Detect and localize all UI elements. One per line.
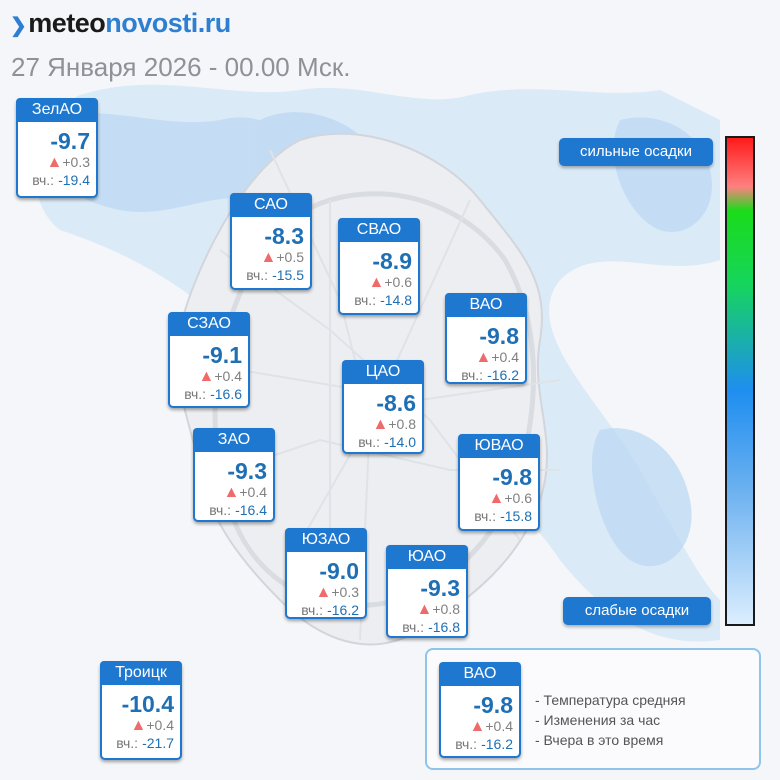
legend-line-temp: - Температура средняя <box>535 692 686 708</box>
forecast-datetime: 27 Января 2026 - 00.00 Мск. <box>11 52 351 82</box>
district-card-svao: СВАО -8.9 ▲+0.6 вч.: -14.8 <box>338 218 420 315</box>
chevron-right-icon: ❯ <box>10 15 27 37</box>
scale-bottom-label: слабые осадки <box>563 597 711 625</box>
district-name: ЗАО <box>193 428 275 452</box>
district-name: СЗАО <box>168 312 250 336</box>
district-change: ▲+0.6 <box>368 274 412 291</box>
triangle-up-icon: ▲ <box>416 601 433 618</box>
district-name: ЮАО <box>386 545 468 569</box>
district-yesterday: вч.: -16.4 <box>209 502 267 518</box>
district-temp: -9.8 <box>479 323 519 349</box>
district-card-zao: ЗАО -9.3 ▲+0.4 вч.: -16.4 <box>193 428 275 522</box>
triangle-up-icon: ▲ <box>475 349 492 366</box>
triangle-up-icon: ▲ <box>469 718 486 735</box>
district-card-cao: ЦАО -8.6 ▲+0.8 вч.: -14.0 <box>342 360 424 454</box>
precipitation-scale-bar <box>725 136 755 626</box>
district-change: ▲+0.4 <box>475 349 519 366</box>
district-temp: -9.3 <box>420 575 460 601</box>
legend-lines: - Температура средняя - Изменения за час… <box>535 690 686 750</box>
district-name: ЮВАО <box>458 434 540 458</box>
legend-sample-card: ВАО -9.8 ▲+0.4 вч.: -16.2 <box>439 662 521 758</box>
district-name: Троицк <box>100 661 182 685</box>
triangle-up-icon: ▲ <box>46 154 63 171</box>
district-name: САО <box>230 193 312 217</box>
district-card-sao: САО -8.3 ▲+0.5 вч.: -15.5 <box>230 193 312 290</box>
district-name: ЦАО <box>342 360 424 384</box>
district-name: ВАО <box>445 293 527 317</box>
district-yesterday: вч.: -14.8 <box>354 292 412 308</box>
district-name: СВАО <box>338 218 420 242</box>
district-temp: -9.1 <box>202 342 242 368</box>
district-card-troitsk: Троицк -10.4 ▲+0.4 вч.: -21.7 <box>100 661 182 760</box>
triangle-up-icon: ▲ <box>372 416 389 433</box>
district-yesterday: вч.: -19.4 <box>32 172 90 188</box>
district-yesterday: вч.: -21.7 <box>116 735 174 751</box>
district-change: ▲+0.8 <box>372 416 416 433</box>
triangle-up-icon: ▲ <box>223 484 240 501</box>
district-change: ▲+0.3 <box>315 584 359 601</box>
triangle-up-icon: ▲ <box>130 717 147 734</box>
district-temp: -9.3 <box>227 458 267 484</box>
district-temp: -9.0 <box>319 558 359 584</box>
district-name: ЗелАО <box>16 98 98 122</box>
district-yesterday: вч.: -15.8 <box>474 508 532 524</box>
district-change: ▲+0.4 <box>223 484 267 501</box>
brand-part2: novosti.ru <box>105 8 231 38</box>
district-temp: -8.9 <box>372 248 412 274</box>
district-change: ▲+0.4 <box>130 717 174 734</box>
district-yesterday: вч.: -16.8 <box>402 619 460 635</box>
district-temp: -10.4 <box>121 691 174 717</box>
district-change: ▲+0.8 <box>416 601 460 618</box>
triangle-up-icon: ▲ <box>260 249 277 266</box>
district-temp: -9.8 <box>473 692 513 718</box>
district-change: ▲+0.5 <box>260 249 304 266</box>
district-yesterday: вч.: -16.2 <box>461 367 519 383</box>
brand-logo: ❯meteonovosti.ru <box>10 8 231 39</box>
legend-line-yesterday: - Вчера в это время <box>535 732 664 748</box>
district-yesterday: вч.: -15.5 <box>246 267 304 283</box>
district-change: ▲+0.6 <box>488 490 532 507</box>
district-name: ЮЗАО <box>285 528 367 552</box>
district-name: ВАО <box>439 662 521 686</box>
triangle-up-icon: ▲ <box>368 274 385 291</box>
legend-box: ВАО -9.8 ▲+0.4 вч.: -16.2 - Температура с… <box>425 648 761 770</box>
district-yesterday: вч.: -16.6 <box>184 386 242 402</box>
triangle-up-icon: ▲ <box>488 490 505 507</box>
district-card-yuao: ЮАО -9.3 ▲+0.8 вч.: -16.8 <box>386 545 468 638</box>
district-yesterday: вч.: -14.0 <box>358 434 416 450</box>
scale-top-label: сильные осадки <box>559 138 713 166</box>
district-change: ▲+0.4 <box>198 368 242 385</box>
district-yesterday: вч.: -16.2 <box>455 736 513 752</box>
brand-part1: meteo <box>28 8 106 38</box>
district-change: ▲+0.3 <box>46 154 90 171</box>
district-card-zelao: ЗелАО -9.7 ▲+0.3 вч.: -19.4 <box>16 98 98 198</box>
district-temp: -8.6 <box>376 390 416 416</box>
district-card-yuzao: ЮЗАО -9.0 ▲+0.3 вч.: -16.2 <box>285 528 367 619</box>
district-yesterday: вч.: -16.2 <box>301 602 359 618</box>
district-card-szao: СЗАО -9.1 ▲+0.4 вч.: -16.6 <box>168 312 250 408</box>
district-change: ▲+0.4 <box>469 718 513 735</box>
district-temp: -9.8 <box>492 464 532 490</box>
district-temp: -9.7 <box>50 128 90 154</box>
district-temp: -8.3 <box>264 223 304 249</box>
district-card-yuvao: ЮВАО -9.8 ▲+0.6 вч.: -15.8 <box>458 434 540 531</box>
district-card-vao: ВАО -9.8 ▲+0.4 вч.: -16.2 <box>445 293 527 384</box>
legend-line-change: - Изменения за час <box>535 712 661 728</box>
triangle-up-icon: ▲ <box>198 368 215 385</box>
triangle-up-icon: ▲ <box>315 584 332 601</box>
